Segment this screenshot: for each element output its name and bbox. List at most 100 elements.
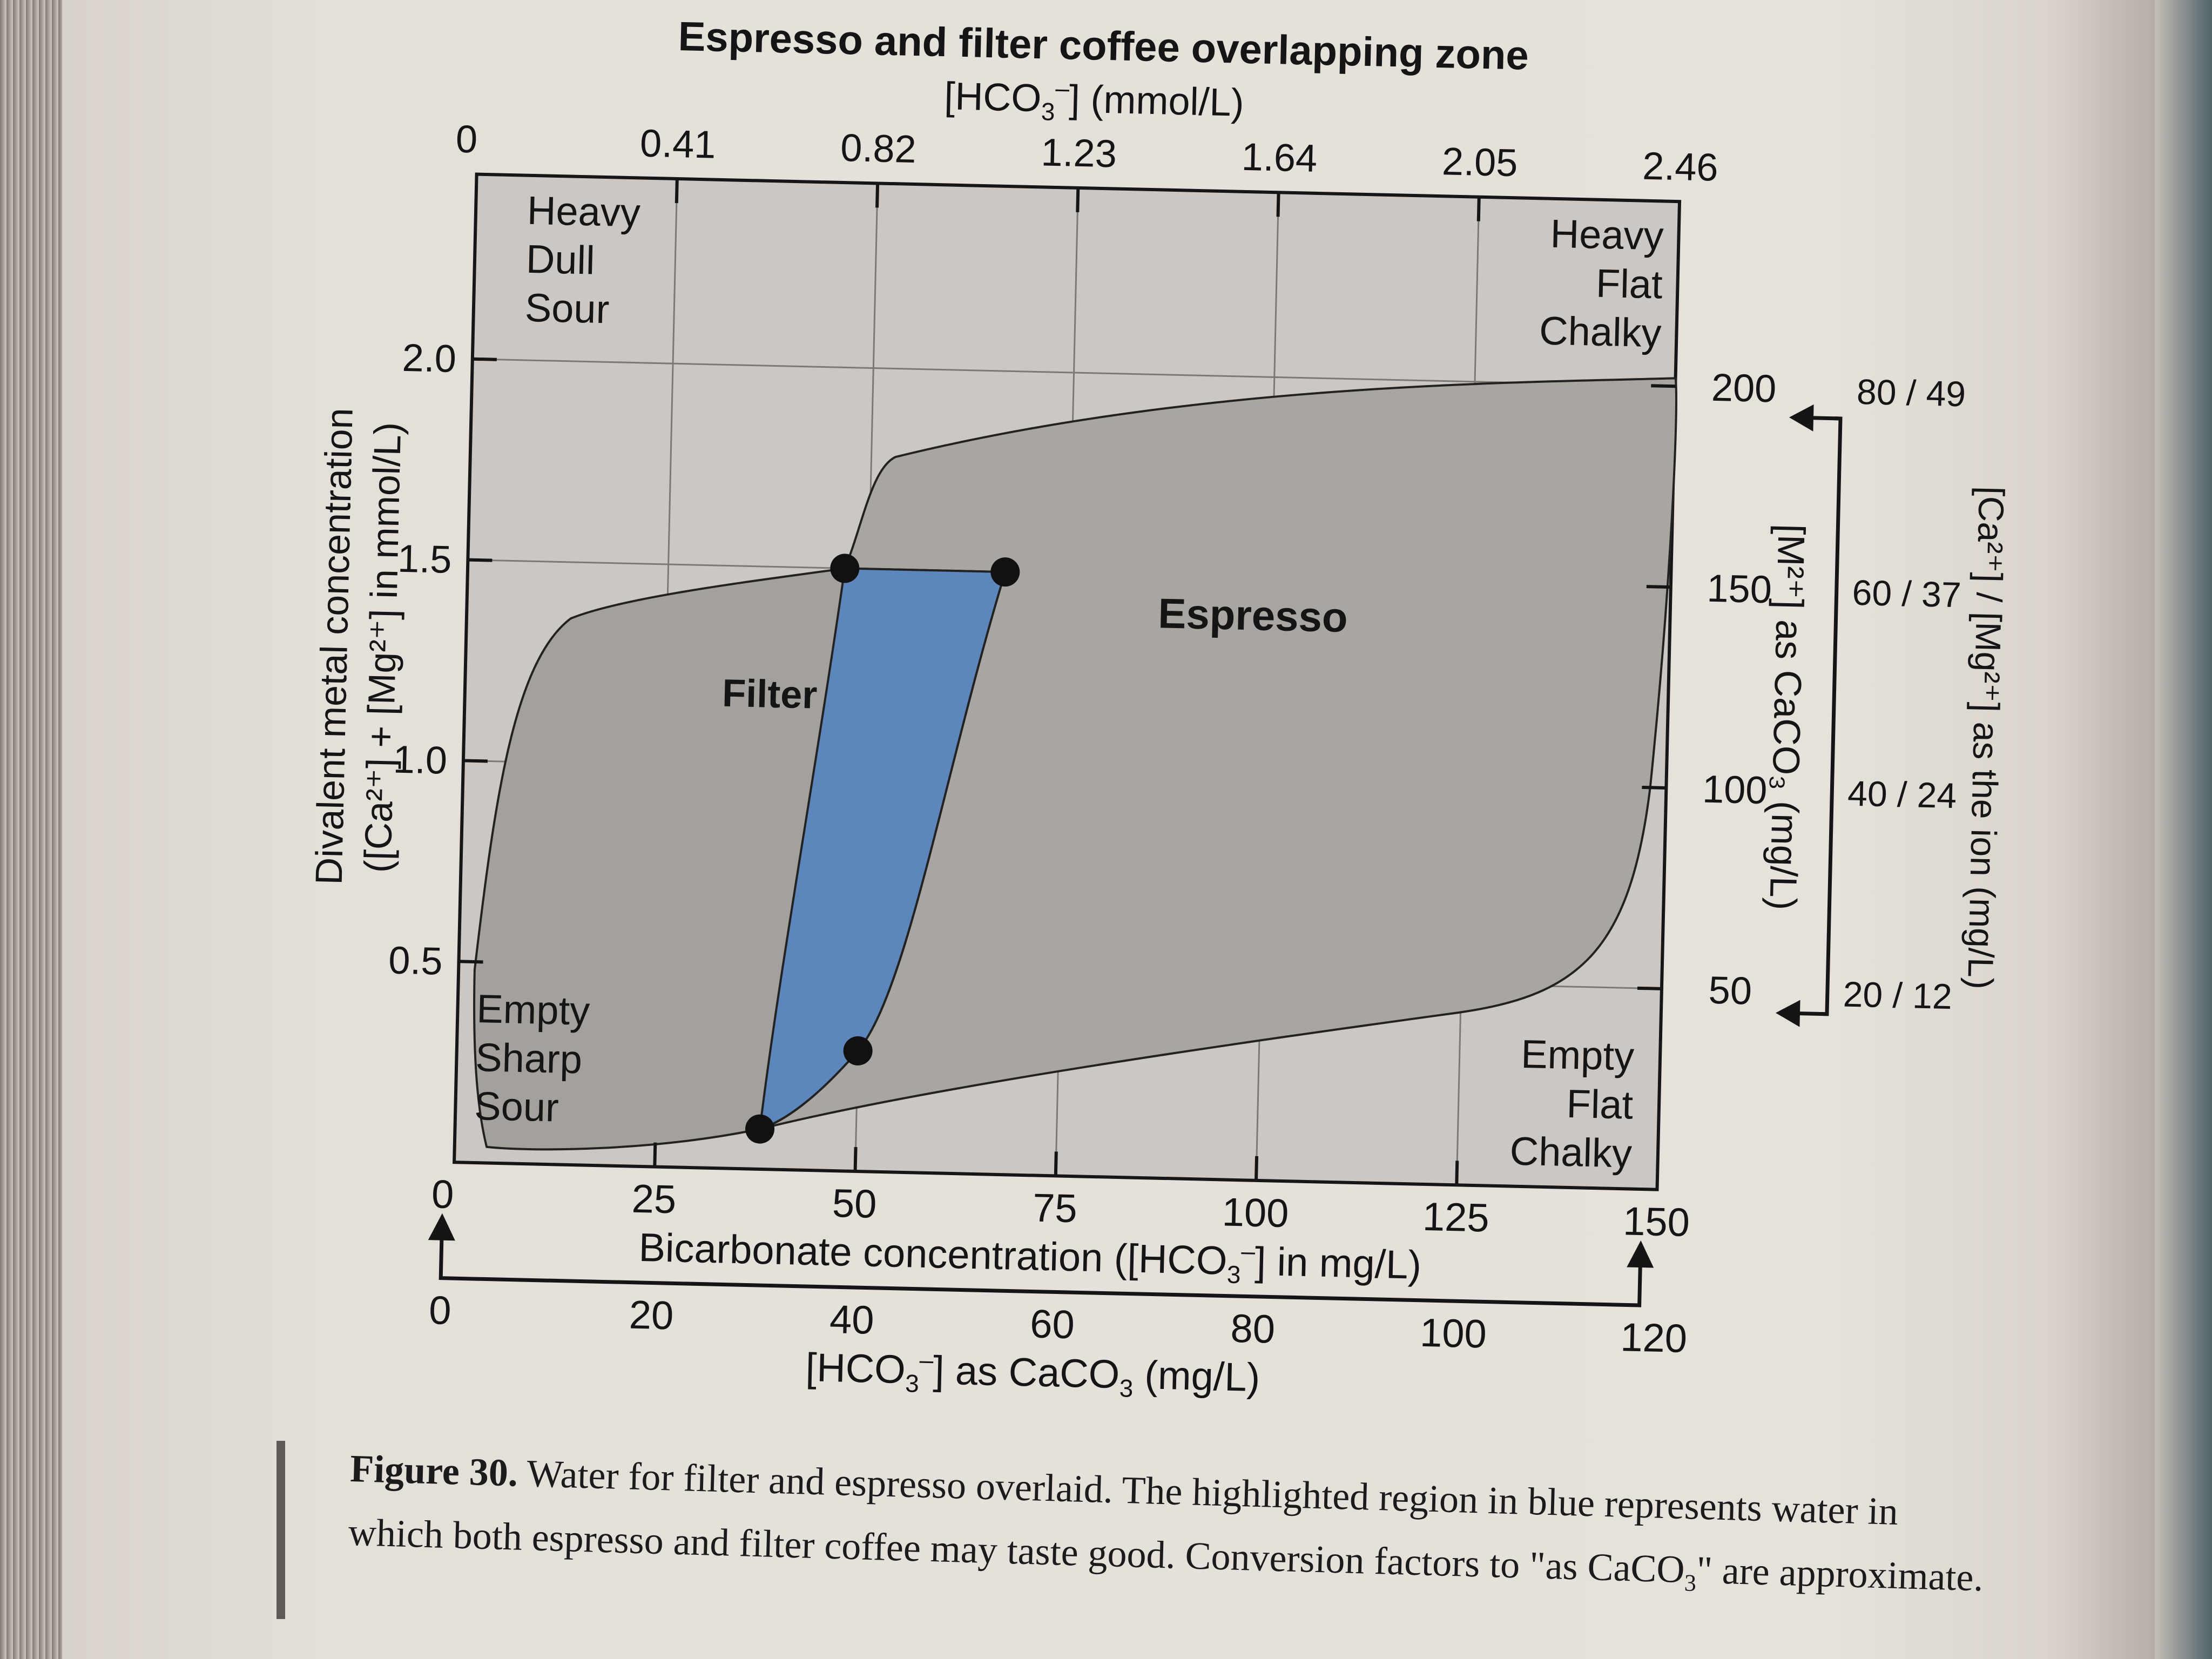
- bottom-tick-label-1: 25: [631, 1176, 677, 1222]
- m2-arrow-bottom-stem: [1797, 1011, 1827, 1016]
- corner-top-left-line1: Heavy: [527, 188, 641, 235]
- page-edge: [2155, 0, 2212, 1659]
- bottom-tick-label-4: 100: [1222, 1189, 1289, 1236]
- corner-label-bottom-left: Empty Sharp Sour: [474, 986, 591, 1130]
- left-axis-ticks: 0.5 1.0 1.5 2.0: [388, 336, 497, 983]
- left-tick-label-2: 1.5: [397, 537, 452, 582]
- m2-arrow-bottom: [1775, 1000, 1800, 1027]
- x2-tick-label-5: 100: [1419, 1310, 1487, 1357]
- left-tick-label-3: 2.0: [402, 336, 457, 381]
- caco3-axis-ticks: 0 20 40 60 80 100 120: [428, 1287, 1688, 1361]
- top-tick-label-0: 0: [455, 118, 478, 161]
- y-axis-label-line1: Divalent metal concentration: [308, 407, 361, 885]
- y2-axis-label: [M²⁺] as CaCO₃ (mg/L): [1762, 524, 1812, 911]
- corner-top-right-line2: Flat: [1595, 261, 1663, 307]
- right-tick-label-1: 100: [1702, 768, 1768, 813]
- corner-bottom-right-line2: Flat: [1566, 1081, 1634, 1128]
- corner-top-left-line2: Dull: [525, 237, 595, 283]
- espresso-label: Espresso: [1158, 589, 1348, 641]
- m2-axis-bracket: [1821, 416, 1843, 1016]
- left-tick-3: [472, 357, 497, 361]
- corner-label-top-right: Heavy Flat Chalky: [1539, 211, 1664, 356]
- right-axis-ticks: 50 100 150 200: [1637, 366, 1777, 1013]
- bottom-tick-label-2: 50: [832, 1181, 877, 1226]
- x-axis-label: Bicarbonate concentration ([HCO3–] in mg…: [638, 1223, 1422, 1293]
- m2-arrow-top-stem: [1810, 416, 1841, 421]
- top-tick-label-3: 1.23: [1041, 131, 1117, 176]
- bottom-tick-4: [1255, 1156, 1259, 1181]
- bottom-tick-5: [1455, 1161, 1459, 1185]
- left-tick-1: [463, 759, 488, 763]
- x2-tick-label-6: 120: [1620, 1314, 1688, 1361]
- caption-sub: 3: [1684, 1569, 1697, 1597]
- right-tick-label-3: 200: [1711, 366, 1777, 411]
- x2-tick-label-1: 20: [629, 1292, 674, 1338]
- caption-end: " are approximate.: [1696, 1548, 1984, 1600]
- book-spine: [0, 0, 62, 1659]
- corner-bottom-left-line2: Sharp: [475, 1035, 583, 1082]
- ion-tick-label-3: 80 / 49: [1856, 372, 1966, 414]
- bottom-axis-ticks: 0 25 50 75 100 125 150: [431, 1142, 1690, 1245]
- corner-top-left-line3: Sour: [524, 285, 610, 332]
- top-tick-label-1: 0.41: [639, 122, 716, 166]
- overlap-point-0: [830, 554, 860, 583]
- caco3-arrow-right: [1627, 1240, 1654, 1268]
- right-tick-1: [1642, 785, 1667, 790]
- ion-tick-label-1: 40 / 24: [1847, 773, 1957, 816]
- left-tick-2: [468, 558, 493, 562]
- top-tick-label-2: 0.82: [840, 126, 917, 171]
- overlap-region: [758, 567, 1007, 1131]
- right-tick-label-2: 150: [1707, 567, 1772, 612]
- corner-top-right-line3: Chalky: [1539, 308, 1662, 355]
- ion-axis-ticks: 20 / 12 40 / 24 60 / 37 80 / 49: [1843, 372, 1966, 1016]
- corner-label-bottom-right: Empty Flat Chalky: [1509, 1031, 1635, 1176]
- x2-tick-label-2: 40: [829, 1297, 874, 1343]
- corner-bottom-right-line1: Empty: [1520, 1031, 1635, 1079]
- caption-figure-number: Figure 30.: [349, 1446, 518, 1495]
- left-tick-label-1: 1.0: [393, 738, 448, 782]
- left-tick-label-0: 0.5: [388, 939, 443, 983]
- top-tick-label-4: 1.64: [1241, 136, 1318, 180]
- y3-axis-label: [Ca²⁺] / [Mg²⁺] as the ion (mg/L): [1960, 486, 2012, 990]
- x2-tick-label-0: 0: [428, 1287, 451, 1333]
- right-tick-2: [1646, 585, 1671, 589]
- chart-title: Espresso and filter coffee overlapping z…: [678, 14, 1529, 79]
- overlap-points: [745, 554, 1020, 1144]
- top-tick-label-5: 2.05: [1441, 140, 1518, 185]
- x2-tick-label-3: 60: [1029, 1301, 1075, 1347]
- caption-bar: [276, 1441, 285, 1619]
- filter-label: Filter: [721, 672, 818, 717]
- top-tick-label-6: 2.46: [1642, 145, 1719, 190]
- left-tick-0: [458, 960, 483, 964]
- bottom-tick-label-0: 0: [431, 1171, 454, 1217]
- corner-bottom-right-line3: Chalky: [1509, 1129, 1633, 1176]
- corner-bottom-left-line1: Empty: [476, 986, 591, 1034]
- right-tick-label-0: 50: [1708, 969, 1752, 1013]
- top-tick-4: [1276, 192, 1280, 217]
- overlap-point-3: [745, 1114, 775, 1144]
- y-axis-label-line2: ([Ca²⁺] + [Mg²⁺] in mmol/L): [356, 422, 409, 873]
- top-tick-3: [1076, 187, 1080, 212]
- top-tick-2: [875, 183, 880, 208]
- caco3-arrow-left: [428, 1213, 455, 1241]
- ion-tick-label-2: 60 / 37: [1852, 572, 1961, 615]
- m2-arrow-top: [1789, 404, 1814, 431]
- top-axis-ticks: 0 0.41 0.82 1.23 1.64 2.05 2.46: [455, 118, 1719, 221]
- right-tick-0: [1637, 986, 1662, 990]
- x2-tick-label-4: 80: [1230, 1306, 1276, 1352]
- bottom-tick-label-5: 125: [1422, 1194, 1489, 1240]
- x2-axis-label: [HCO3–] as CaCO3 (mg/L): [805, 1343, 1261, 1405]
- bottom-tick-2: [853, 1147, 858, 1172]
- corner-top-right-line1: Heavy: [1550, 211, 1664, 259]
- bottom-tick-label-6: 150: [1622, 1198, 1690, 1245]
- corner-bottom-left-line3: Sour: [474, 1083, 559, 1130]
- top-axis-label: [HCO3–] (mmol/L): [943, 71, 1244, 130]
- grid-line-y-3: [472, 358, 1676, 387]
- overlap-point-1: [990, 557, 1020, 587]
- ion-tick-label-0: 20 / 12: [1843, 974, 1952, 1016]
- bottom-tick-label-3: 75: [1032, 1185, 1077, 1231]
- corner-label-top-left: Heavy Dull Sour: [524, 188, 641, 332]
- caco3-axis-bracket: [439, 1237, 1642, 1307]
